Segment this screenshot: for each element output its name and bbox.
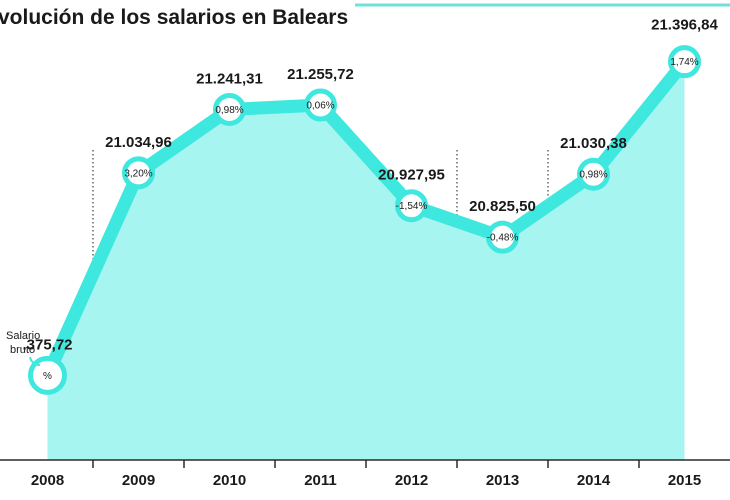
x-tick-label: 2009 (122, 472, 155, 489)
x-tick-label: 2015 (668, 472, 701, 489)
series-line (41, 55, 691, 382)
data-point (668, 45, 701, 79)
x-tick-label: 2010 (213, 472, 246, 489)
change-label: 0,98% (579, 170, 607, 181)
x-tick-label: 2014 (577, 472, 611, 489)
change-label: 3,20% (124, 168, 152, 179)
change-label: -1,54% (396, 201, 428, 212)
data-point (28, 355, 67, 395)
x-tick-label: 2011 (304, 472, 337, 489)
annotation-line-1: Salario (6, 330, 40, 342)
value-label: 21.030,38 (560, 135, 627, 152)
x-tick-label: 2013 (486, 472, 519, 489)
data-point (486, 220, 519, 254)
data-point (213, 92, 246, 126)
x-tick-label: 2008 (31, 472, 64, 489)
data-point (304, 88, 337, 122)
value-label: 20.825,50 (469, 198, 536, 215)
change-label: 1,74% (670, 57, 698, 68)
data-point (122, 156, 155, 190)
annotation-leader (29, 356, 41, 366)
chart-title: volución de los salarios en Balears (0, 6, 348, 29)
x-axis: 2008 2009 2010 2011 2012 2013 2014 2015 (0, 459, 730, 489)
change-label: 0,98% (215, 105, 243, 116)
value-label: 21.255,72 (287, 66, 354, 83)
value-label: 20.927,95 (378, 167, 445, 184)
value-label: 21.034,96 (105, 134, 172, 151)
value-label: 21.241,31 (196, 70, 263, 87)
change-label: -0,48% (487, 233, 519, 244)
value-label: 21.396,84 (651, 17, 718, 34)
annotation-line-2: bruto (10, 344, 35, 356)
data-point (395, 189, 428, 223)
data-point (577, 157, 610, 191)
x-tick-label: 2012 (395, 472, 428, 489)
change-label: % (43, 371, 52, 382)
marker-layer: % 3,20% 0,98% 0,06% -1,54% -0,48% 0,98% 1,74% (28, 45, 701, 395)
area-fill (47, 61, 685, 461)
value-label: .375,72 (22, 336, 72, 353)
change-label: 0,06% (306, 101, 334, 112)
label-layer: .375,72 21.034,96 21.241,31 21.255,72 20.927… (22, 17, 718, 354)
